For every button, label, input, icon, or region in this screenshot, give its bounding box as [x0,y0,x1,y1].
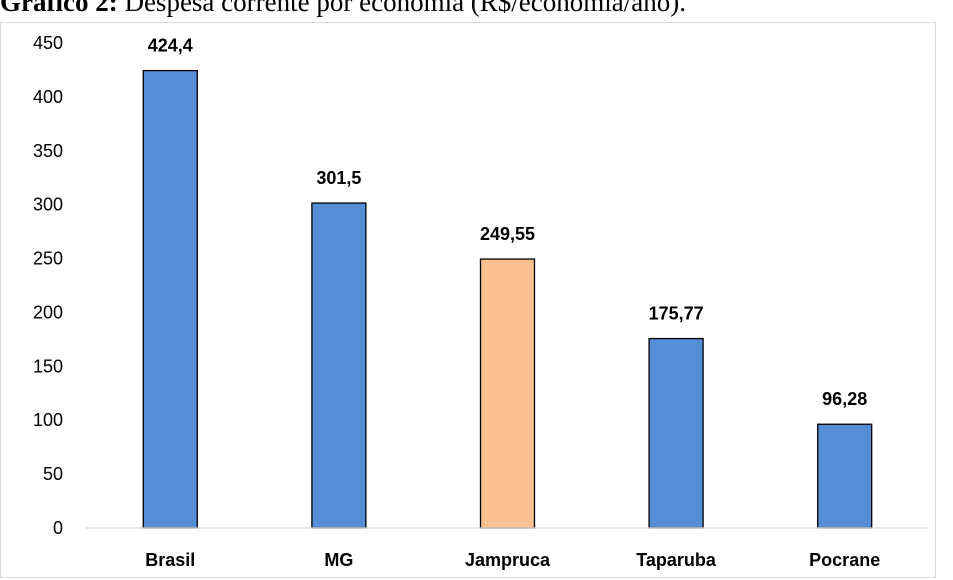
x-tick-label-brasil: Brasil [145,550,195,570]
bar-brasil [142,69,198,529]
data-label-taparuba: 175,77 [649,304,704,324]
data-label-brasil: 424,4 [148,36,193,56]
data-label-jampruca: 249,55 [480,224,535,244]
y-tick-label: 50 [43,464,63,484]
caption-label: Gráfico 2: [0,0,118,17]
y-tick-label: 150 [33,356,63,376]
y-tick-label: 350 [33,141,63,161]
y-tick-label: 400 [33,87,63,107]
x-tick-label-jampruca: Jampruca [465,550,551,570]
data-label-mg: 301,5 [316,168,361,188]
y-tick-label: 0 [53,518,63,538]
caption-text: Despesa corrente por economia (R$/econom… [124,0,686,17]
bar-mg [311,202,367,529]
bar-taparuba [648,337,704,529]
x-tick-label-mg: MG [324,550,353,570]
chart-caption: Gráfico 2: Despesa corrente por economia… [0,0,686,18]
y-tick-label: 300 [33,195,63,215]
y-tick-label: 450 [33,33,63,53]
chart-frame: 0 50 100 150 200 250 300 350 400 450 424,4 Brasil 30… [0,22,936,578]
y-tick-label: 250 [33,249,63,269]
bar-chart: 0 50 100 150 200 250 300 350 400 450 424,4 Brasil 30… [33,33,929,570]
x-tick-label-taparuba: Taparuba [636,550,717,570]
data-label-pocrane: 96,28 [822,389,867,409]
y-tick-label: 100 [33,410,63,430]
x-tick-label-pocrane: Pocrane [809,550,880,570]
y-tick-label: 200 [33,302,63,322]
bar-jampruca [479,258,536,529]
bar-pocrane [817,423,873,529]
